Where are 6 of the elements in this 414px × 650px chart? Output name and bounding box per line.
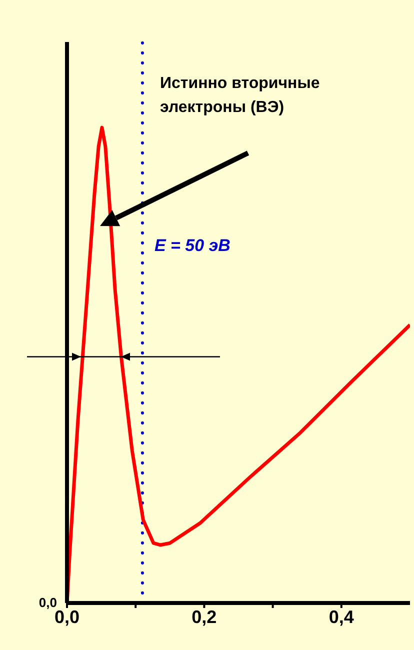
annotation: E = 50 эВ [154, 236, 230, 256]
x-tick-label: 0,2 [192, 606, 217, 627]
text: 0,0 [38, 595, 57, 610]
x-tick-label: 0,4 [328, 606, 354, 627]
text: Истинно вторичные электроны (ВЭ) [160, 74, 321, 118]
x-tick-label: 0,0 [54, 606, 80, 627]
